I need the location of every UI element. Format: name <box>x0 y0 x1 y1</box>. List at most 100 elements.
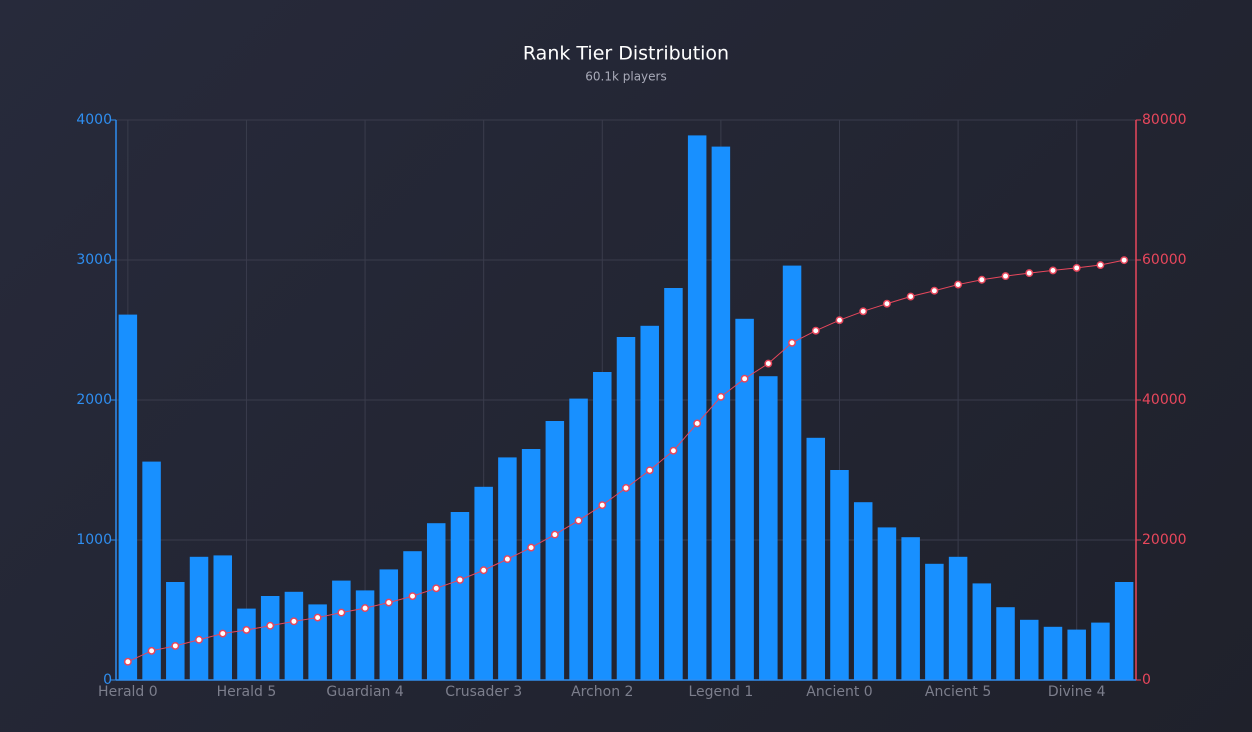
y-tick-label: 4000 <box>76 112 112 128</box>
bar <box>830 470 849 680</box>
bar <box>1020 619 1039 680</box>
line-point <box>882 299 891 308</box>
line-point <box>598 501 607 510</box>
chart-subtitle: 60.1k players <box>585 70 666 84</box>
bar <box>284 591 304 680</box>
line-point <box>171 641 180 650</box>
bar <box>450 512 470 680</box>
bar <box>545 421 565 680</box>
line-point <box>1001 272 1010 281</box>
line-point <box>977 275 986 284</box>
line-point <box>266 621 275 630</box>
line-point <box>147 646 156 655</box>
y-tick-label: 1000 <box>76 532 112 548</box>
line-point <box>456 575 464 584</box>
y-tick-label: 2000 <box>76 392 112 408</box>
bar <box>664 288 683 680</box>
line-point <box>337 608 346 617</box>
line-point <box>195 635 203 644</box>
line-point <box>408 592 417 601</box>
bar <box>237 608 256 680</box>
x-tick-label: Herald 0 <box>98 684 158 700</box>
bar <box>189 556 209 680</box>
bar <box>735 318 754 680</box>
bar <box>806 437 826 680</box>
y2-tick-label: 0 <box>1142 672 1151 688</box>
line-point <box>1025 269 1034 278</box>
line-point <box>859 307 868 316</box>
bar <box>640 325 659 680</box>
bar <box>569 398 588 680</box>
y-tick-label: 3000 <box>76 252 112 268</box>
line-point <box>811 326 820 335</box>
line-point <box>574 516 583 525</box>
line-point <box>432 584 441 593</box>
bar <box>901 537 920 680</box>
line-point <box>835 316 844 325</box>
bar <box>711 146 731 681</box>
bar <box>379 569 399 680</box>
bar <box>1043 626 1063 680</box>
line-point <box>313 613 322 622</box>
bar <box>426 523 446 680</box>
line-point <box>930 286 939 295</box>
y2-tick-label: 80000 <box>1142 112 1187 128</box>
bar <box>332 580 351 680</box>
bar <box>593 372 612 680</box>
bar <box>213 555 232 680</box>
line-point <box>1049 266 1057 275</box>
line-point <box>693 419 702 428</box>
bar <box>142 461 161 680</box>
line-point <box>1120 256 1129 265</box>
y2-tick-label: 40000 <box>1142 392 1187 408</box>
x-tick-label: Archon 2 <box>571 684 633 700</box>
line-point <box>550 530 559 539</box>
x-tick-label: Legend 1 <box>688 684 753 700</box>
line-point <box>361 604 370 613</box>
x-tick-label: Ancient 0 <box>806 684 872 700</box>
x-tick-label: Divine 4 <box>1048 684 1106 700</box>
bar <box>1091 622 1110 680</box>
bar <box>118 314 138 680</box>
bar <box>498 457 517 680</box>
x-tick-label: Herald 5 <box>217 684 277 700</box>
line-point <box>716 392 725 401</box>
bar <box>972 583 992 680</box>
y-tick-label: 0 <box>103 672 112 688</box>
line-point <box>645 466 654 475</box>
x-tick-label: Ancient 5 <box>925 684 991 700</box>
bar <box>616 337 636 680</box>
line-point <box>906 292 915 301</box>
x-tick-label: Crusader 3 <box>445 684 522 700</box>
bar <box>877 527 897 680</box>
line-point <box>788 338 796 347</box>
line-point <box>764 359 773 368</box>
bar <box>853 502 873 680</box>
bar <box>925 563 944 680</box>
bar <box>996 607 1015 680</box>
line-point <box>123 657 132 666</box>
line-point <box>218 629 227 638</box>
line-point <box>1096 261 1105 269</box>
bar <box>948 556 968 680</box>
bar <box>308 604 327 680</box>
bar <box>260 596 280 680</box>
bar <box>687 135 707 680</box>
line-point <box>1072 263 1081 272</box>
bar <box>403 551 422 680</box>
bar <box>166 582 185 680</box>
line-point <box>479 566 488 575</box>
x-tick-label: Guardian 4 <box>326 684 403 700</box>
bar <box>1114 582 1134 680</box>
y2-tick-label: 60000 <box>1142 252 1187 268</box>
line-point <box>242 626 251 634</box>
bar <box>759 376 778 680</box>
chart-title: Rank Tier Distribution <box>523 43 729 65</box>
line-point <box>503 555 512 564</box>
y2-tick-label: 20000 <box>1142 532 1187 548</box>
bar <box>782 265 802 680</box>
line-point <box>289 617 298 626</box>
line-point <box>622 484 630 492</box>
bar <box>355 590 375 680</box>
